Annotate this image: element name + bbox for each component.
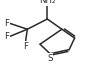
Text: F: F: [4, 32, 9, 41]
Text: NH₂: NH₂: [39, 0, 56, 5]
Text: F: F: [4, 19, 9, 28]
Text: S: S: [47, 54, 53, 63]
Text: F: F: [23, 42, 28, 51]
